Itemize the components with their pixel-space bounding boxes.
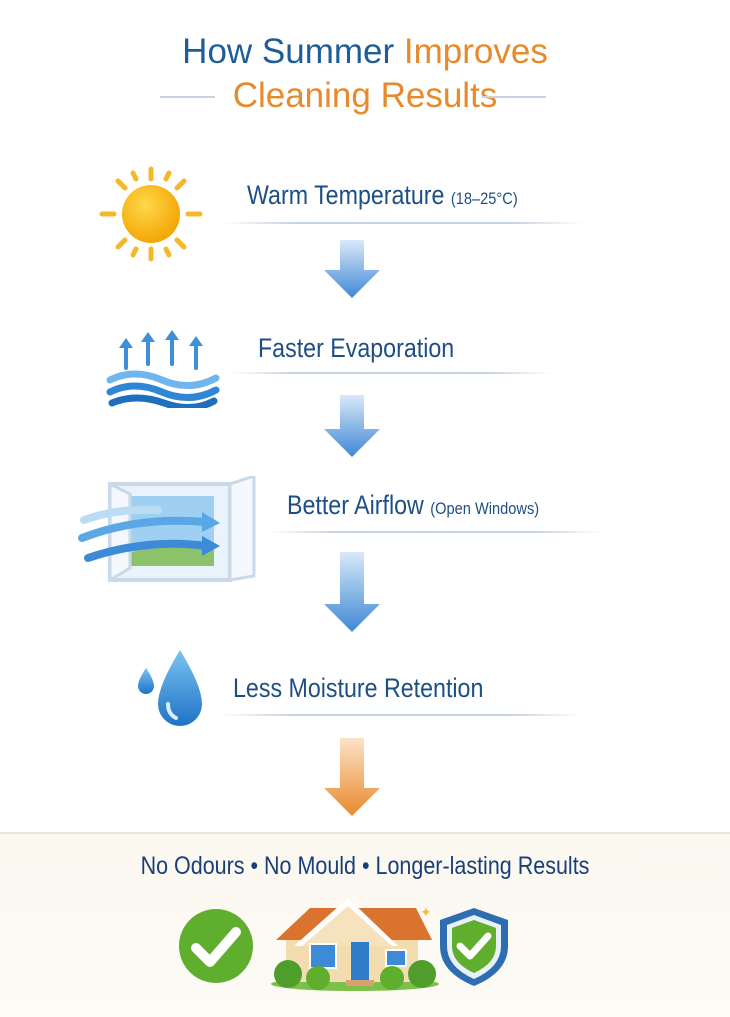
title-line1-blue: How Summer — [182, 32, 395, 71]
title-rule-right — [482, 96, 546, 98]
open-window-icon — [78, 476, 256, 583]
house-icon — [271, 898, 439, 991]
step-better-airflow: Better Airflow (Open Windows) — [287, 490, 539, 521]
step-label: Better Airflow — [287, 490, 424, 520]
step-note: (18–25°C) — [450, 189, 518, 208]
sun-icon — [99, 166, 203, 262]
evaporation-waves-icon — [106, 330, 220, 408]
step-divider — [222, 222, 584, 224]
sparkle-icon: ✦ — [420, 904, 432, 920]
arrow-down-icon — [324, 240, 380, 298]
arrow-down-icon — [324, 552, 380, 632]
water-drops-icon — [138, 650, 202, 726]
arrow-down-icon — [324, 395, 380, 457]
step-warm-temperature: Warm Temperature (18–25°C) — [247, 180, 518, 211]
step-divider — [230, 372, 552, 374]
step-label: Less Moisture Retention — [233, 673, 484, 703]
step-less-moisture-retention: Less Moisture Retention — [233, 673, 483, 704]
title-line2: Cleaning Results — [232, 76, 498, 115]
check-circle-icon — [179, 909, 253, 983]
page-title: How Summer Improves — [0, 32, 730, 72]
arrow-down-orange-icon — [324, 738, 380, 816]
result-text: No Odours • No Mould • Longer-lasting Re… — [140, 852, 590, 880]
step-note: (Open Windows) — [430, 499, 540, 518]
title-line1-orange: Improves — [403, 32, 548, 71]
shield-check-icon — [440, 908, 508, 986]
step-label: Warm Temperature — [247, 180, 445, 210]
step-divider — [220, 714, 582, 716]
step-divider — [268, 531, 603, 533]
step-faster-evaporation: Faster Evaporation — [258, 333, 454, 364]
step-label: Faster Evaporation — [258, 333, 455, 363]
title-rule-left — [160, 96, 215, 98]
